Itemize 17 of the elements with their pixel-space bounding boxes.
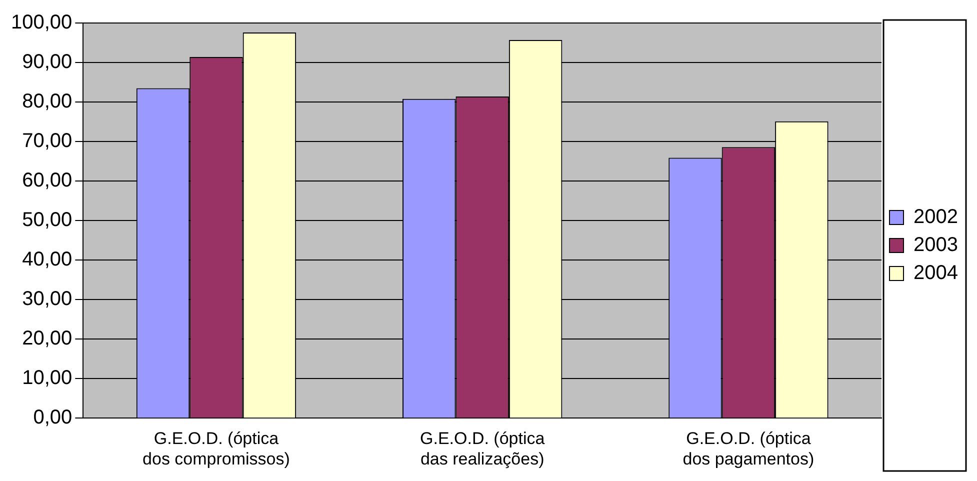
y-tick-label: 50,00: [22, 209, 72, 232]
y-tick-label: 10,00: [22, 367, 72, 390]
legend-label: 2004: [914, 262, 958, 284]
legend-label: 2002: [914, 206, 958, 228]
legend-label: 2003: [914, 234, 958, 256]
y-tick-label: 0,00: [33, 406, 72, 429]
x-tick-label: G.E.O.D. (óptica das realizações): [420, 429, 546, 468]
y-tick-label: 70,00: [22, 130, 72, 152]
x-tick-label: G.E.O.D. (óptica dos compromissos): [142, 429, 290, 468]
y-tick-label: 30,00: [22, 288, 72, 310]
x-tick-label: G.E.O.D. (óptica dos pagamentos): [682, 429, 814, 468]
y-tick-label: 100,00: [11, 12, 72, 34]
y-tick-label: 20,00: [22, 328, 72, 350]
y-tick-label: 60,00: [22, 170, 72, 192]
y-tick-label: 90,00: [22, 51, 72, 74]
y-tick-label: 80,00: [22, 90, 72, 113]
y-tick-label: 40,00: [22, 248, 72, 271]
